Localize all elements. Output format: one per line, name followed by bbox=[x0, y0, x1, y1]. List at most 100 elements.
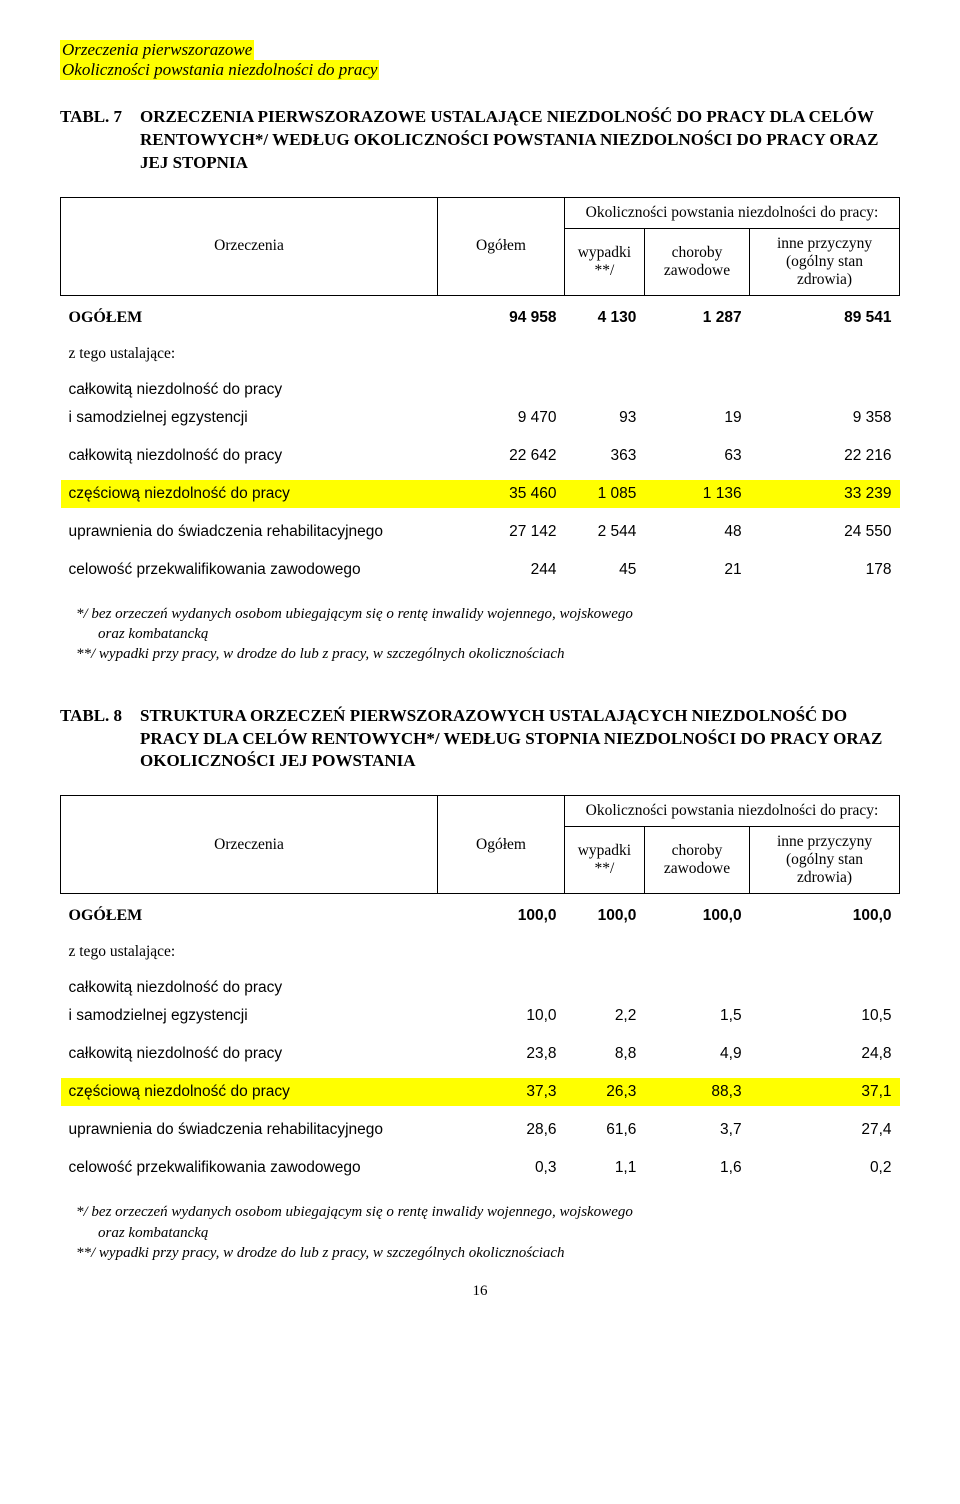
page-header: Orzeczenia pierwszorazowe Okoliczności p… bbox=[60, 40, 900, 80]
footnote2-line2: **/ wypadki przy pracy, w drodze do lub … bbox=[76, 1245, 565, 1261]
t7-total-row: OGÓŁEM 94 958 4 130 1 287 89 541 bbox=[61, 304, 900, 332]
t8-row-1-inne: 24,8 bbox=[750, 1040, 900, 1068]
t8-total-choroby: 100,0 bbox=[644, 902, 749, 930]
t8-row-4-inne: 0,2 bbox=[750, 1154, 900, 1182]
t8-subhead: z tego ustalające: bbox=[61, 938, 900, 966]
table7: Orzeczenia Ogółem Okoliczności powstania… bbox=[60, 197, 900, 586]
t7-h-inne: inne przyczyny (ogólny stan zdrowia) bbox=[750, 228, 900, 295]
table7-title-text: ORZECZENIA PIERWSZORAZOWE USTALAJĄCE NIE… bbox=[140, 106, 900, 175]
table8-label: TABL. 8 bbox=[60, 705, 140, 774]
t7-row-1-wypadki: 363 bbox=[565, 442, 645, 470]
t7-row-0-wypadki: 93 bbox=[565, 404, 645, 432]
footnote2-line1b: oraz kombatancką bbox=[76, 1223, 900, 1243]
table7-label: TABL. 7 bbox=[60, 106, 140, 175]
t8-row-3-wypadki: 61,6 bbox=[565, 1116, 645, 1144]
t8-row-2-choroby: 88,3 bbox=[644, 1078, 749, 1106]
t8-row-2-inne: 37,1 bbox=[750, 1078, 900, 1106]
table8: Orzeczenia Ogółem Okoliczności powstania… bbox=[60, 795, 900, 1184]
t7-row-4-ogolem: 244 bbox=[438, 556, 565, 584]
t7-row-3-choroby: 48 bbox=[644, 518, 749, 546]
t8-row-0: i samodzielnej egzystencji10,02,21,510,5 bbox=[61, 1002, 900, 1030]
t8-total-label: OGÓŁEM bbox=[61, 902, 438, 930]
t7-row-3-label: uprawnienia do świadczenia rehabilitacyj… bbox=[61, 518, 438, 546]
t7-row-4-choroby: 21 bbox=[644, 556, 749, 584]
t7-h-orzeczenia: Orzeczenia bbox=[61, 197, 438, 295]
t7-subhead-row: z tego ustalające: bbox=[61, 340, 900, 368]
t8-row-4-wypadki: 1,1 bbox=[565, 1154, 645, 1182]
t7-h-choroby: choroby zawodowe bbox=[644, 228, 749, 295]
t8-row-1-wypadki: 8,8 bbox=[565, 1040, 645, 1068]
footnote1-line2: **/ wypadki przy pracy, w drodze do lub … bbox=[76, 646, 565, 662]
t7-h-okolicznosci: Okoliczności powstania niezdolności do p… bbox=[565, 197, 900, 228]
t8-h-wypadki: wypadki **/ bbox=[565, 827, 645, 894]
t8-h-ogolem: Ogółem bbox=[438, 796, 565, 894]
t8-row-3-choroby: 3,7 bbox=[644, 1116, 749, 1144]
t7-row-2-inne: 33 239 bbox=[750, 480, 900, 508]
t8-row-2: częściową niezdolność do pracy37,326,388… bbox=[61, 1078, 900, 1106]
t7-row-0-choroby: 19 bbox=[644, 404, 749, 432]
t8-subhead-row: z tego ustalające: bbox=[61, 938, 900, 966]
footnote2-line1: */ bez orzeczeń wydanych osobom ubiegają… bbox=[76, 1204, 633, 1220]
footnote1: */ bez orzeczeń wydanych osobom ubiegają… bbox=[76, 604, 900, 665]
table7-title: TABL. 7 ORZECZENIA PIERWSZORAZOWE USTALA… bbox=[60, 106, 900, 175]
table8-title-text: STRUKTURA ORZECZEŃ PIERWSZORAZOWYCH USTA… bbox=[140, 705, 900, 774]
t7-row-2-label: częściową niezdolność do pracy bbox=[61, 480, 438, 508]
t7-total-ogolem: 94 958 bbox=[438, 304, 565, 332]
t7-h-ogolem: Ogółem bbox=[438, 197, 565, 295]
t8-row-4-choroby: 1,6 bbox=[644, 1154, 749, 1182]
t7-row-2-ogolem: 35 460 bbox=[438, 480, 565, 508]
t7-row-1-ogolem: 22 642 bbox=[438, 442, 565, 470]
page-number: 16 bbox=[60, 1283, 900, 1300]
t7-row-2-choroby: 1 136 bbox=[644, 480, 749, 508]
t8-row-0-ogolem: 10,0 bbox=[438, 1002, 565, 1030]
t8-total-ogolem: 100,0 bbox=[438, 902, 565, 930]
t8-row-1: całkowitą niezdolność do pracy23,88,84,9… bbox=[61, 1040, 900, 1068]
t8-row-3-label: uprawnienia do świadczenia rehabilitacyj… bbox=[61, 1116, 438, 1144]
t8-row-0-choroby: 1,5 bbox=[644, 1002, 749, 1030]
t8-row-0-l1: całkowitą niezdolność do pracy bbox=[61, 974, 900, 1002]
t7-row-3-inne: 24 550 bbox=[750, 518, 900, 546]
t8-row-3-inne: 27,4 bbox=[750, 1116, 900, 1144]
t7-row-0-label1: całkowitą niezdolność do pracy bbox=[61, 376, 900, 404]
t7-row-4-wypadki: 45 bbox=[565, 556, 645, 584]
t8-body: OGÓŁEM 100,0 100,0 100,0 100,0 z tego us… bbox=[61, 894, 900, 1185]
t8-row-1-ogolem: 23,8 bbox=[438, 1040, 565, 1068]
footnote1-line1b: oraz kombatancką bbox=[76, 624, 900, 644]
footnote1-line1: */ bez orzeczeń wydanych osobom ubiegają… bbox=[76, 606, 633, 622]
t7-row-0: i samodzielnej egzystencji9 47093199 358 bbox=[61, 404, 900, 432]
t7-row-0-inne: 9 358 bbox=[750, 404, 900, 432]
header-line2: Okoliczności powstania niezdolności do p… bbox=[60, 60, 379, 80]
t8-h-inne: inne przyczyny (ogólny stan zdrowia) bbox=[750, 827, 900, 894]
t7-subhead: z tego ustalające: bbox=[61, 340, 900, 368]
t7-row-2: częściową niezdolność do pracy35 4601 08… bbox=[61, 480, 900, 508]
header-line1: Orzeczenia pierwszorazowe bbox=[60, 40, 254, 60]
t8-row-3: uprawnienia do świadczenia rehabilitacyj… bbox=[61, 1116, 900, 1144]
t8-row-0-inne: 10,5 bbox=[750, 1002, 900, 1030]
t8-total-inne: 100,0 bbox=[750, 902, 900, 930]
t8-row-3-ogolem: 28,6 bbox=[438, 1116, 565, 1144]
t7-total-choroby: 1 287 bbox=[644, 304, 749, 332]
t8-row-0-label1: całkowitą niezdolność do pracy bbox=[61, 974, 900, 1002]
t7-row-4-label: celowość przekwalifikowania zawodowego bbox=[61, 556, 438, 584]
t8-h-okolicznosci: Okoliczności powstania niezdolności do p… bbox=[565, 796, 900, 827]
t8-row-2-ogolem: 37,3 bbox=[438, 1078, 565, 1106]
t7-h-wypadki: wypadki **/ bbox=[565, 228, 645, 295]
t7-row-1-label: całkowitą niezdolność do pracy bbox=[61, 442, 438, 470]
t7-row-3-wypadki: 2 544 bbox=[565, 518, 645, 546]
t7-total-label: OGÓŁEM bbox=[61, 304, 438, 332]
t7-body: OGÓŁEM 94 958 4 130 1 287 89 541 z tego … bbox=[61, 295, 900, 586]
t7-row-4-inne: 178 bbox=[750, 556, 900, 584]
t8-row-0-label2: i samodzielnej egzystencji bbox=[61, 1002, 438, 1030]
t8-row-4: celowość przekwalifikowania zawodowego0,… bbox=[61, 1154, 900, 1182]
t7-row-1-inne: 22 216 bbox=[750, 442, 900, 470]
table8-title: TABL. 8 STRUKTURA ORZECZEŃ PIERWSZORAZOW… bbox=[60, 705, 900, 774]
t7-row-0-ogolem: 9 470 bbox=[438, 404, 565, 432]
t8-row-4-ogolem: 0,3 bbox=[438, 1154, 565, 1182]
t8-row-0-wypadki: 2,2 bbox=[565, 1002, 645, 1030]
t7-total-wypadki: 4 130 bbox=[565, 304, 645, 332]
t7-row-0-label2: i samodzielnej egzystencji bbox=[61, 404, 438, 432]
t8-total-row: OGÓŁEM 100,0 100,0 100,0 100,0 bbox=[61, 902, 900, 930]
t8-row-1-choroby: 4,9 bbox=[644, 1040, 749, 1068]
t8-h-choroby: choroby zawodowe bbox=[644, 827, 749, 894]
t8-total-wypadki: 100,0 bbox=[565, 902, 645, 930]
